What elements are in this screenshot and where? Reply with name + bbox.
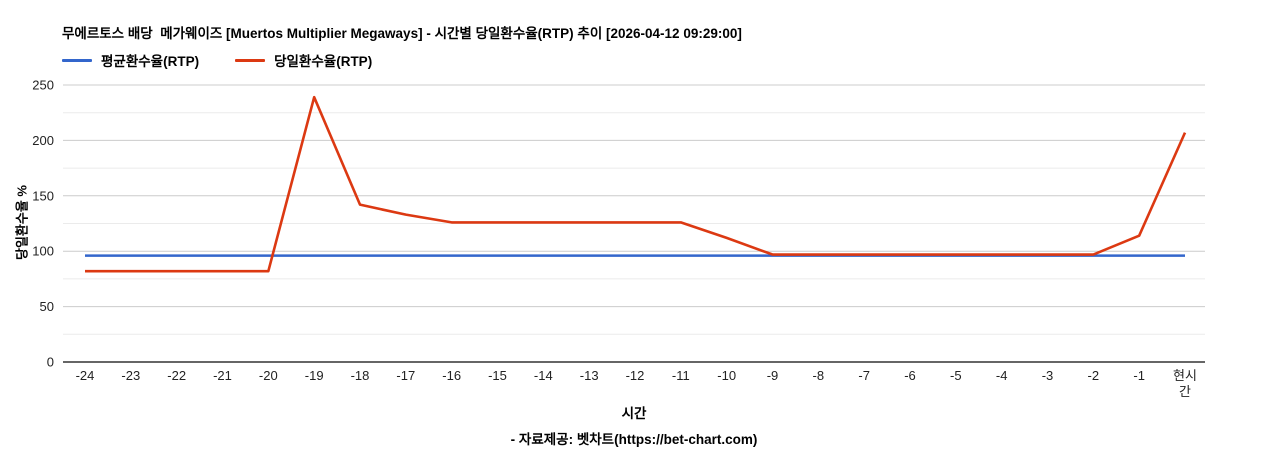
x-tick-label: 현시 [1173,368,1197,383]
x-tick-label: -18 [351,368,370,383]
y-tick-label: 50 [40,299,54,314]
average-rtp-line-swatch-icon [62,58,92,62]
x-tick-label: -24 [76,368,95,383]
x-tick-label: -23 [121,368,140,383]
x-tick-label: -15 [488,368,507,383]
y-tick-label: 0 [47,355,54,370]
x-tick-label: -12 [626,368,645,383]
chart-title: 무에르토스 배당 메가웨이즈 [Muertos Multiplier Megaw… [62,26,742,41]
x-tick-label: -9 [767,368,779,383]
x-tick-label: -1 [1133,368,1145,383]
x-tick-label: -20 [259,368,278,383]
x-tick-label: 간 [1179,384,1191,399]
x-tick-label: -10 [717,368,736,383]
x-tick-label: -13 [580,368,599,383]
plot-area[interactable]: 0 50 100 150 200 250 -24 -23 -22 -21 -20 -19 -18 -17 -… [0,70,1268,400]
data-source-credit: - 자료제공: 벳차트(https://bet-chart.com) [510,432,758,447]
x-tick-label: -4 [996,368,1008,383]
x-tick-label: -8 [813,368,825,383]
legend-label-daily-rtp: 당일환수율(RTP) [274,54,373,69]
x-tick-label: -5 [950,368,962,383]
daily-rtp-line-swatch-icon [235,58,266,62]
legend: 평균환수율(RTP) 당일환수율(RTP) [62,50,372,70]
legend-item-average-rtp[interactable]: 평균환수율(RTP) [62,50,199,70]
x-tick-label: -2 [1088,368,1100,383]
x-tick-label: -16 [442,368,461,383]
x-tick-label: -17 [396,368,415,383]
y-tick-label: 250 [32,78,54,93]
x-axis-title: 시간 [621,406,647,421]
y-tick-label: 200 [32,133,54,148]
x-tick-label: -7 [858,368,870,383]
y-tick-label: 150 [32,188,54,203]
x-tick-label: -6 [904,368,916,383]
y-tick-label: 100 [32,244,54,259]
legend-item-daily-rtp[interactable]: 당일환수율(RTP) [235,50,372,70]
x-tick-label: -19 [305,368,324,383]
legend-label-average-rtp: 평균환수율(RTP) [101,54,200,69]
x-tick-label: -14 [534,368,553,383]
x-tick-label: -3 [1042,368,1054,383]
x-tick-label: -22 [167,368,186,383]
series-line-당일환수율(RTP)[interactable] [85,95,1187,273]
x-tick-label: -11 [672,368,690,383]
x-tick-label: -21 [213,368,232,383]
